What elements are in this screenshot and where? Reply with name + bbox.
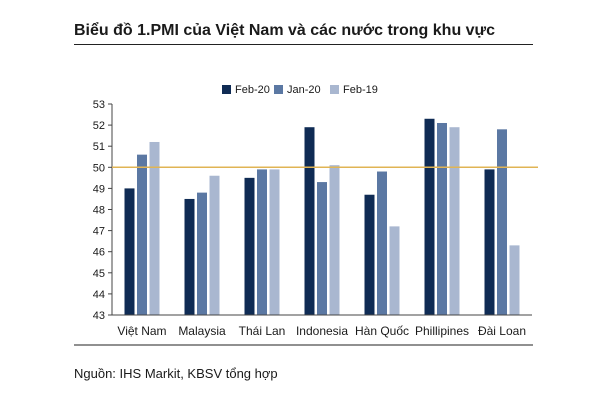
legend-label: Feb-20 [235, 84, 270, 96]
bar [269, 169, 280, 315]
bar [209, 175, 220, 315]
legend-swatch [274, 85, 283, 94]
bar [497, 129, 507, 315]
bar [244, 177, 255, 315]
x-category-label: Thái Lan [239, 324, 286, 338]
bar [197, 192, 207, 315]
y-tick-label: 44 [93, 289, 105, 301]
bar [377, 171, 387, 315]
bar [364, 194, 375, 315]
y-tick-label: 51 [93, 141, 105, 153]
x-category-label: Việt Nam [117, 324, 166, 338]
legend-label: Jan-20 [287, 84, 321, 96]
bar [449, 127, 460, 316]
legend-label: Feb-19 [343, 84, 378, 96]
y-tick-label: 49 [93, 183, 105, 195]
chart-legend: Feb-20 Jan-20 Feb-19 [222, 84, 378, 96]
chart-title: Biểu đồ 1.PMI của Việt Nam và các nước t… [74, 22, 496, 39]
y-tick-label: 48 [93, 205, 105, 217]
y-tick-label: 46 [93, 247, 105, 259]
x-category-label: Đài Loan [478, 324, 526, 338]
x-axis: Việt Nam Malaysia Thái Lan Indonesia Hàn Quố… [74, 314, 533, 346]
title-underline [74, 44, 533, 45]
bar [257, 169, 267, 315]
bar [149, 141, 160, 315]
y-tick-label: 43 [93, 310, 105, 322]
bar [437, 122, 447, 316]
legend-swatch [222, 85, 231, 94]
y-tick-label: 50 [93, 162, 105, 174]
bar [509, 245, 520, 315]
y-tick-label: 45 [93, 268, 105, 280]
bar [184, 198, 195, 315]
bar-area [124, 118, 520, 316]
x-category-label: Indonesia [296, 324, 348, 338]
bar [304, 127, 315, 316]
bar [329, 165, 340, 315]
x-category-label: Malaysia [178, 324, 226, 338]
bar [424, 118, 435, 316]
bar [137, 154, 147, 315]
x-category-label: Hàn Quốc [355, 324, 409, 338]
x-category-label: Phillipines [415, 324, 469, 338]
legend-swatch [330, 85, 339, 94]
bar [389, 226, 400, 315]
bar [317, 182, 327, 315]
bar [124, 188, 135, 315]
source-note: Nguồn: IHS Markit, KBSV tổng hợp [74, 366, 278, 381]
y-tick-label: 53 [93, 99, 105, 111]
y-axis: 43 44 45 46 47 48 49 50 51 52 53 [93, 99, 113, 322]
y-tick-label: 47 [93, 226, 105, 238]
y-tick-label: 52 [93, 120, 105, 132]
bar [484, 169, 495, 315]
